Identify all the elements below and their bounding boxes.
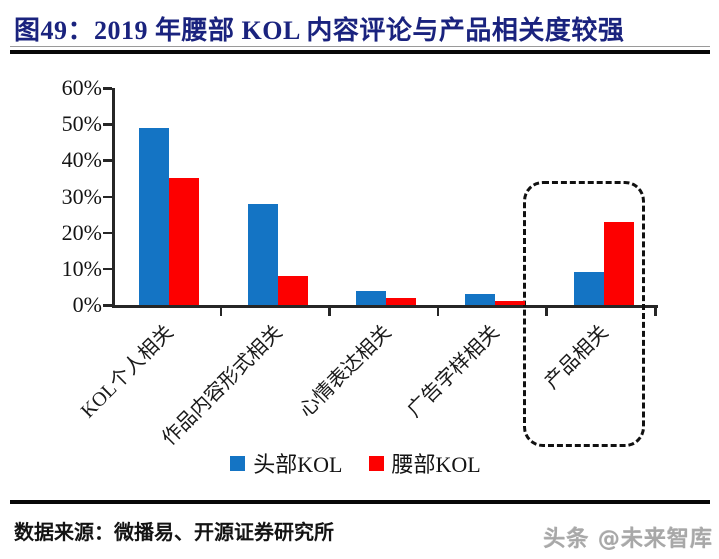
- chart-legend: 头部KOL 腰部KOL: [0, 447, 711, 479]
- footer-rule: [10, 500, 710, 504]
- figure-title: 图49：2019 年腰部 KOL 内容评论与产品相关度较强: [14, 16, 625, 45]
- y-tick-mark: [103, 304, 112, 307]
- y-tick-label: 60%: [61, 75, 102, 100]
- bar: [277, 276, 308, 305]
- bar-group: [441, 88, 550, 305]
- y-tick-mark: [103, 123, 112, 126]
- x-category-label: 心情表达相关: [294, 321, 396, 422]
- bar: [247, 203, 278, 305]
- y-tick-mark: [103, 231, 112, 235]
- x-tick-mark: [219, 308, 223, 316]
- bar: [465, 294, 496, 305]
- legend-swatch-icon: [230, 455, 246, 471]
- y-tick-label: 10%: [61, 255, 102, 281]
- y-tick-label: 50%: [61, 111, 102, 137]
- legend-label: 头部KOL: [253, 452, 343, 477]
- x-category-label: KOL个人相关: [76, 321, 179, 423]
- legend-label: 腰部KOL: [391, 452, 481, 477]
- x-category-label: 广告字样相关: [403, 321, 504, 422]
- y-tick-label: 0%: [72, 292, 102, 317]
- x-tick-mark: [545, 308, 548, 316]
- plot-area: [112, 88, 658, 308]
- bar-group: [549, 88, 658, 305]
- x-tick-mark: [328, 308, 331, 316]
- bar: [139, 127, 170, 305]
- legend-item: 头部KOL: [230, 447, 343, 479]
- bar-group: [115, 88, 224, 305]
- bar: [573, 272, 604, 305]
- title-rule-thin: [10, 46, 710, 47]
- bar: [169, 178, 200, 305]
- y-tick-mark: [103, 87, 112, 90]
- bar: [603, 221, 634, 305]
- x-tick-mark: [654, 308, 657, 316]
- highlight-dashed-box: [523, 181, 645, 447]
- y-tick-mark: [103, 267, 112, 271]
- bar-group: [224, 88, 333, 305]
- legend-swatch-icon: [368, 455, 384, 471]
- y-tick-mark: [103, 195, 112, 198]
- watermark-logo: 头条 @未来智库: [543, 527, 713, 552]
- bar-group: [332, 88, 441, 305]
- x-tick-mark: [436, 308, 440, 316]
- y-tick-label: 20%: [61, 219, 102, 245]
- bar: [386, 297, 417, 305]
- y-tick-label: 40%: [61, 147, 102, 173]
- bar: [356, 290, 387, 305]
- y-tick-mark: [103, 159, 112, 162]
- bar: [495, 301, 526, 305]
- legend-item: 腰部KOL: [368, 447, 481, 479]
- y-tick-label: 30%: [61, 183, 102, 209]
- title-rule: [10, 50, 710, 54]
- data-source-text: 数据来源：微播易、开源证券研究所: [14, 522, 334, 544]
